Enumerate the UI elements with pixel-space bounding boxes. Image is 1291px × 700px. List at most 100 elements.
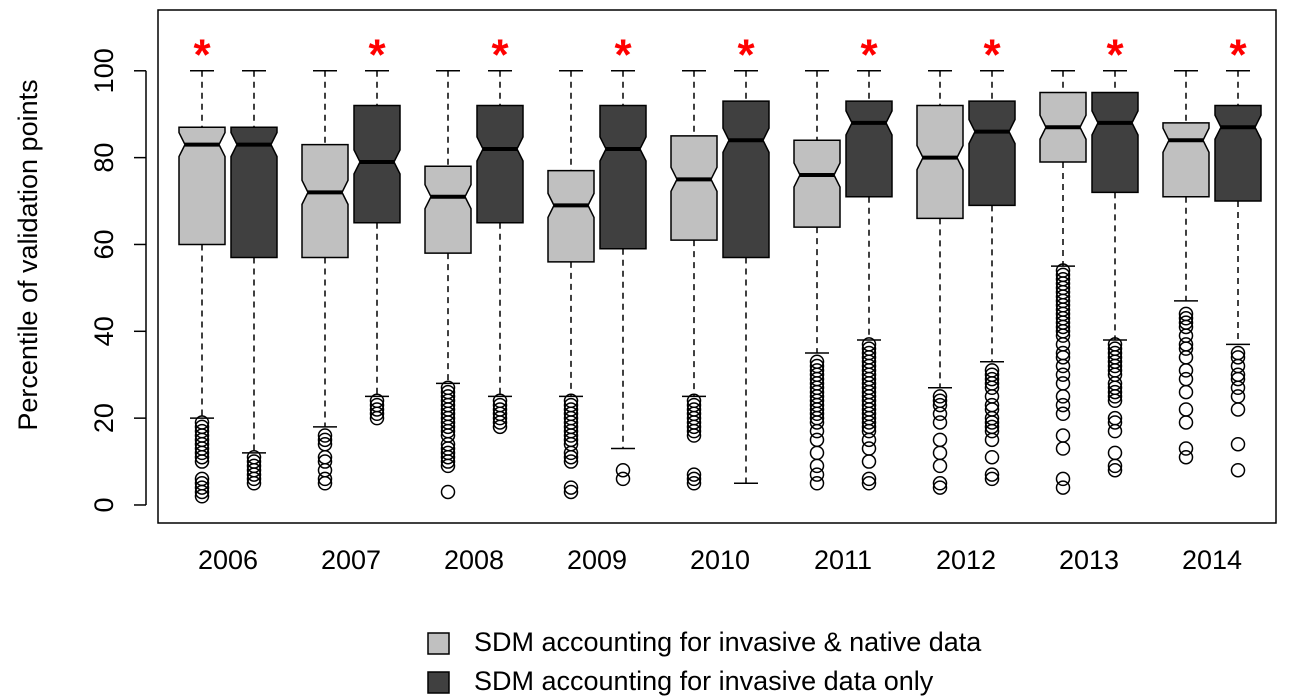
y-tick-label: 40: [89, 316, 119, 346]
legend-swatch: [427, 671, 450, 694]
box: [301, 143, 349, 259]
outlier: [932, 393, 948, 409]
outlier: [686, 402, 702, 417]
significance-marker: *: [1229, 31, 1247, 80]
box: [1162, 122, 1210, 198]
y-tick-label: 60: [89, 229, 119, 259]
outlier: [194, 476, 210, 491]
outlier: [1055, 367, 1071, 382]
outlier: [861, 471, 877, 487]
significance-marker: *: [193, 31, 211, 80]
legend-label: SDM accounting for invasive & native dat…: [474, 627, 982, 657]
outlier: [984, 467, 1000, 482]
significance-marker: *: [860, 31, 878, 80]
outlier: [1055, 428, 1071, 443]
outlier: [1230, 436, 1246, 452]
outlier: [932, 415, 948, 430]
outlier: [563, 484, 579, 500]
box: [476, 104, 524, 224]
outlier: [317, 454, 333, 469]
outlier: [1055, 267, 1071, 283]
outlier: [686, 471, 702, 487]
outlier: [1055, 471, 1071, 487]
outlier: [194, 480, 210, 495]
outlier: [492, 393, 508, 409]
outlier: [1178, 384, 1194, 400]
box: [424, 165, 472, 254]
outlier: [1230, 402, 1246, 417]
significance-marker: *: [491, 31, 509, 80]
outlier: [686, 476, 702, 491]
outlier: [932, 458, 948, 474]
outlier: [1178, 311, 1194, 326]
outlier: [984, 367, 1000, 382]
outlier: [861, 345, 877, 361]
outlier: [686, 467, 702, 482]
outlier: [563, 393, 579, 409]
outlier: [932, 445, 948, 461]
significance-marker: *: [983, 31, 1001, 80]
outlier: [809, 458, 825, 474]
outlier: [563, 454, 579, 469]
outlier: [440, 384, 456, 400]
outlier: [440, 445, 456, 461]
outlier: [809, 432, 825, 448]
outlier: [1055, 271, 1071, 287]
outlier: [809, 358, 825, 374]
outlier: [440, 484, 456, 500]
box: [793, 139, 841, 228]
outlier: [686, 397, 702, 413]
x-tick-label: 2010: [690, 545, 750, 575]
box: [547, 169, 595, 263]
outlier: [1230, 462, 1246, 478]
x-tick-label: 2014: [1182, 545, 1242, 575]
outlier: [1178, 415, 1194, 430]
outlier: [1178, 337, 1194, 352]
outlier: [1055, 345, 1071, 361]
box: [722, 100, 770, 259]
outlier: [194, 471, 210, 487]
outlier: [246, 449, 262, 465]
outlier: [369, 402, 385, 417]
outlier: [1230, 389, 1246, 404]
outlier: [563, 480, 579, 495]
outlier: [1055, 263, 1071, 278]
outlier: [861, 476, 877, 491]
box: [178, 126, 226, 246]
outlier: [932, 476, 948, 491]
y-tick-label: 20: [89, 403, 119, 433]
outlier: [440, 389, 456, 404]
outlier: [1107, 462, 1123, 478]
box: [916, 104, 964, 220]
outlier: [492, 402, 508, 417]
y-tick-label: 0: [89, 497, 119, 512]
x-tick-label: 2013: [1059, 545, 1119, 575]
box: [1091, 91, 1139, 194]
box: [845, 100, 893, 198]
x-tick-label: 2012: [936, 545, 996, 575]
outlier: [1178, 306, 1194, 322]
legend-label: SDM accounting for invasive data only: [474, 666, 934, 696]
outlier: [1055, 480, 1071, 495]
outlier: [1178, 402, 1194, 417]
outlier: [984, 471, 1000, 487]
outlier: [1230, 350, 1246, 365]
outlier: [1107, 345, 1123, 361]
x-tick-label: 2009: [567, 545, 627, 575]
outlier: [984, 397, 1000, 413]
outlier: [861, 441, 877, 456]
outlier: [1107, 445, 1123, 461]
outlier: [932, 432, 948, 448]
outlier: [194, 415, 210, 430]
outlier: [984, 363, 1000, 378]
box: [230, 126, 278, 259]
outlier: [1178, 363, 1194, 378]
significance-marker: *: [737, 31, 755, 80]
outlier: [563, 402, 579, 417]
significance-marker: *: [614, 31, 632, 80]
outlier: [1055, 441, 1071, 456]
outlier: [1178, 371, 1194, 387]
outlier: [369, 397, 385, 413]
outlier: [1055, 397, 1071, 413]
